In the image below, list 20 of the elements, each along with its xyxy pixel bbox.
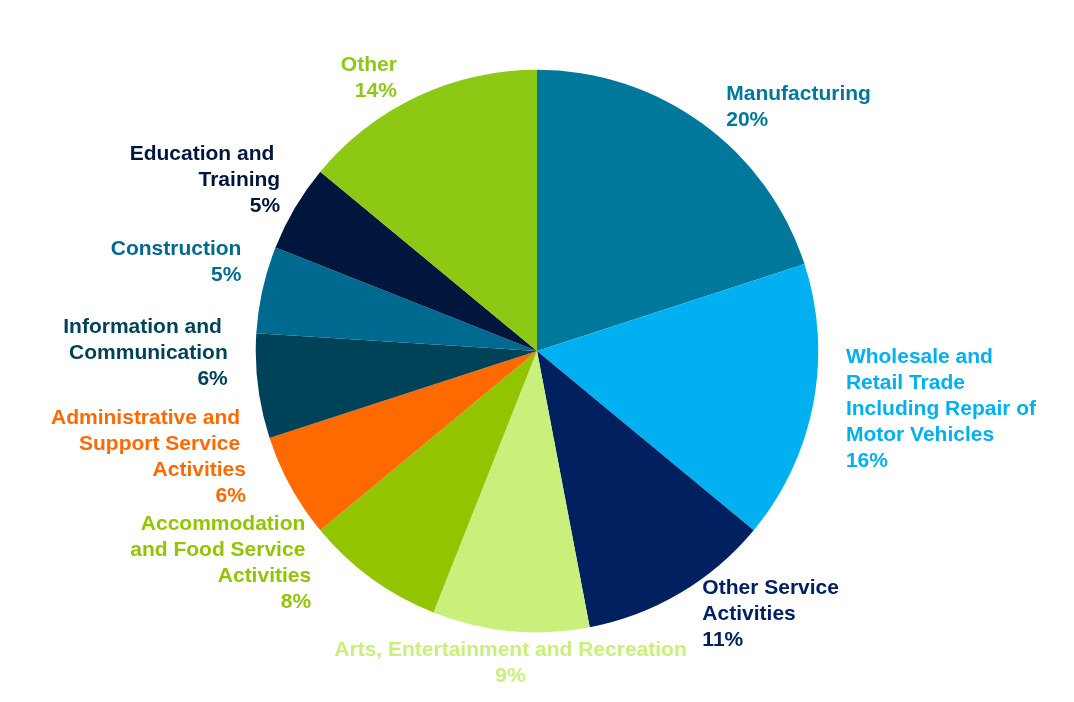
slice-label: Accommodation and Food Service Activities: [130, 510, 312, 586]
slice-label: Construction: [110, 235, 242, 259]
data-label: 5%: [211, 261, 242, 285]
data-label: 16%: [845, 448, 889, 472]
slice-label: Arts, Entertainment and Recreation: [334, 636, 687, 660]
data-label: 11%: [702, 626, 744, 650]
slice-label: Other Service Activities: [702, 574, 845, 624]
slice-label: Wholesale and Retail Trade Including Repair of Motor Vehicles: [845, 344, 1042, 446]
data-label: 20%: [726, 107, 769, 131]
data-label: 6%: [197, 366, 229, 390]
slice-label: Manufacturing: [726, 81, 871, 105]
slice-label: Other: [340, 52, 397, 76]
data-label: 9%: [495, 662, 527, 686]
data-label: 14%: [354, 78, 398, 102]
slice-label: Administrative and Support Service Activities: [51, 404, 246, 480]
data-label: 6%: [215, 482, 247, 506]
data-label: 8%: [280, 588, 312, 612]
data-label: 5%: [249, 193, 281, 217]
slice-label: Education and Training: [129, 141, 281, 191]
slice-label: Information and Communication: [63, 314, 228, 364]
